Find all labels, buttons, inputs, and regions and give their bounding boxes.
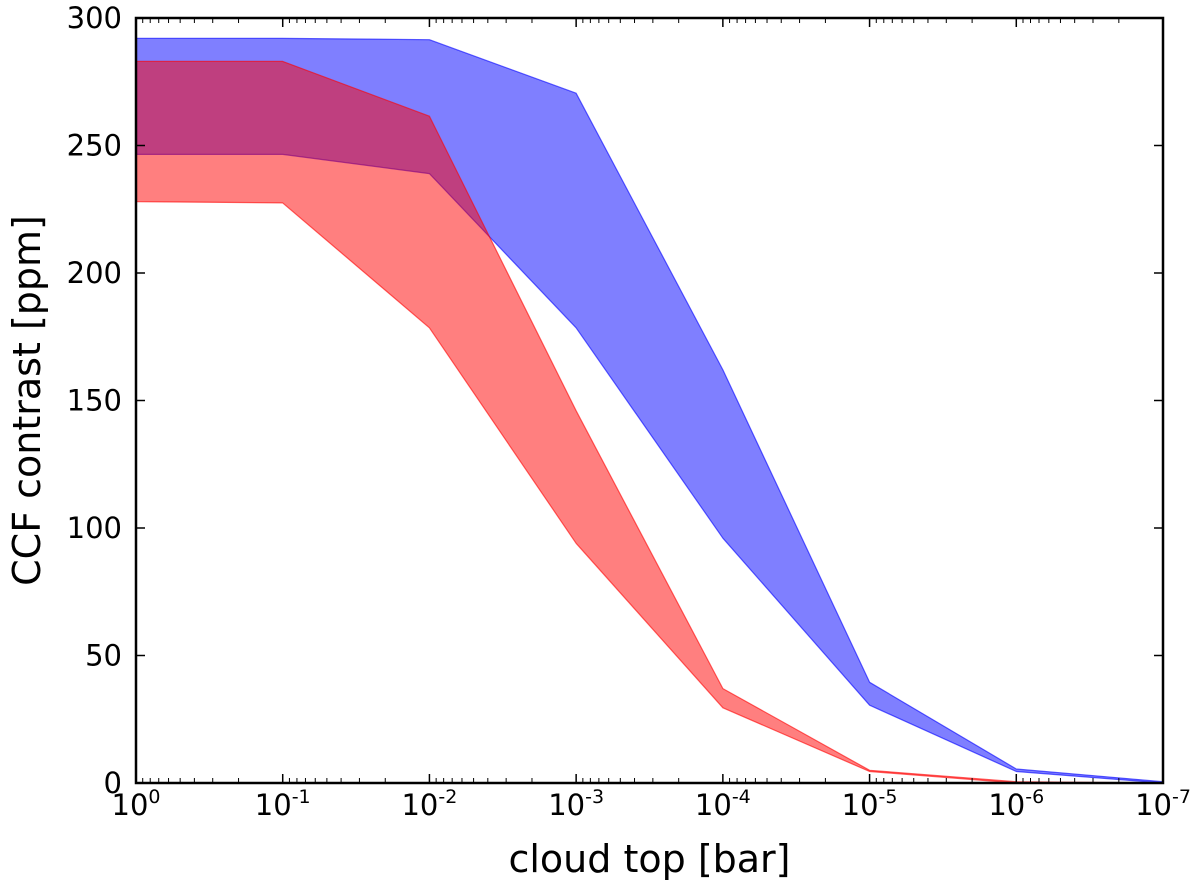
y-tick-label: 0 [104,766,122,800]
y-tick-label: 50 [85,639,122,673]
x-tick-label: 10-7 [1135,786,1191,822]
y-tick-label: 300 [67,1,122,35]
x-tick-label: 10-3 [548,786,604,822]
x-tick-label: 100 [112,786,161,822]
y-tick-label: 200 [67,256,122,290]
x-tick-label: 10-1 [255,786,311,822]
x-tick-label: 10-2 [401,786,457,822]
x-tick-label: 10-6 [988,786,1044,822]
y-axis-label: CCF contrast [ppm] [5,215,49,586]
y-tick-label: 150 [67,384,122,418]
y-tick-label: 100 [67,511,122,545]
bands-layer [135,37,1164,784]
ticks-layer: 0 50 100 150 200 250 300 100 10-1 10-2 10-3 10-4 10-… [67,1,1191,822]
x-axis-label: cloud top [bar] [508,837,790,881]
x-tick-label: 10-4 [695,786,751,822]
y-tick-label: 250 [67,129,122,163]
x-tick-label: 10-5 [842,786,898,822]
